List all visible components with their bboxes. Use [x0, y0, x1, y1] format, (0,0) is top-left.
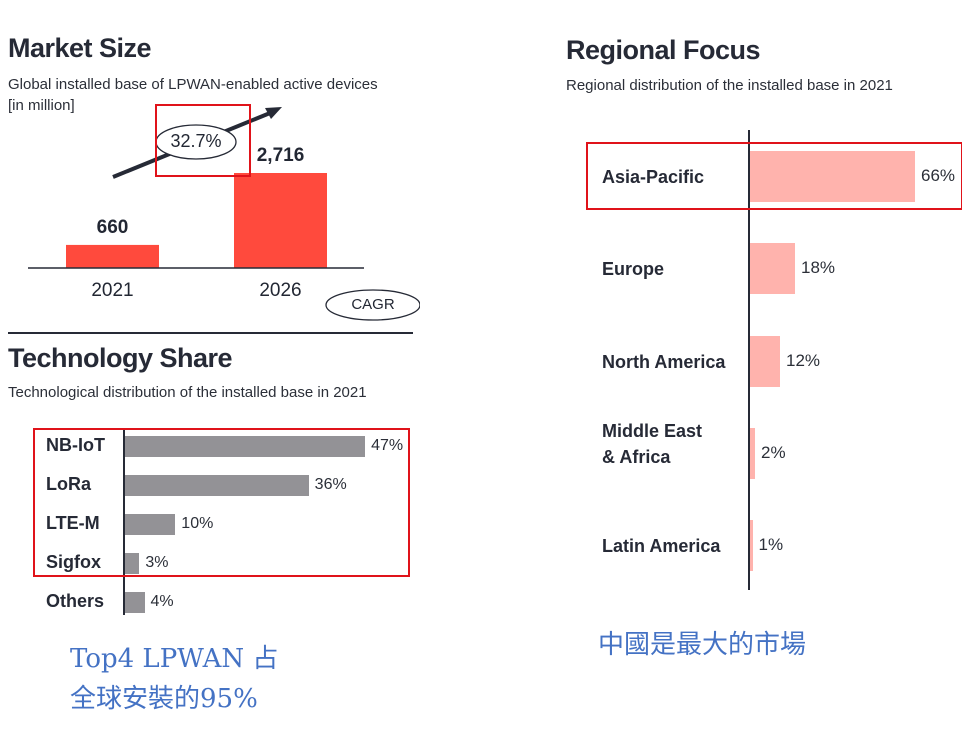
market-bar-2026	[234, 173, 327, 268]
tech-bar	[124, 436, 366, 457]
annotation-china: 中國是最大的市場	[598, 630, 807, 660]
cagr-label-ellipse	[325, 289, 420, 321]
market-value-label: 2,716	[256, 145, 305, 166]
region-axis	[748, 130, 750, 590]
region-value-label: 18%	[801, 258, 836, 278]
tech-label: Sigfox	[46, 552, 102, 572]
market-size-unit: [in million]	[8, 97, 75, 114]
region-label: Europe	[602, 259, 665, 280]
tech-label: NB-IoT	[46, 435, 105, 455]
region-value-label: 2%	[761, 442, 786, 462]
market-size-chart	[8, 107, 420, 334]
market-value-label: 660	[96, 216, 129, 238]
cagr-highlight-box	[155, 104, 251, 177]
annotation-top4: Top4 LPWAN 占	[70, 644, 279, 674]
tech-bar	[124, 514, 176, 535]
market-bar-2021	[66, 244, 159, 268]
region-bar	[750, 427, 755, 479]
region-value-label: 12%	[786, 350, 821, 370]
tech-bar	[124, 592, 145, 613]
region-label: Middle East & Africa	[602, 420, 703, 467]
tech-value-label: 4%	[150, 593, 174, 610]
market-year-label: 2021	[91, 280, 134, 301]
tech-label: Others	[46, 591, 105, 611]
regional-focus-subtitle: Regional distribution of the installed b…	[566, 77, 893, 94]
technology-share-title: Technology Share	[8, 343, 233, 373]
tech-value-label: 47%	[371, 437, 404, 454]
region-bar	[750, 335, 780, 387]
region-bar	[750, 151, 915, 202]
tech-label: LTE-M	[46, 513, 100, 533]
region-label: Latin America	[602, 536, 721, 557]
region-value-label: 1%	[758, 535, 784, 555]
technology-share-subtitle: Technological distribution of the instal…	[8, 384, 367, 401]
market-size-title: Market Size	[8, 33, 152, 63]
tech-label: LoRa	[46, 474, 91, 494]
region-value-label: 66%	[921, 166, 956, 185]
region-label: North America	[602, 351, 726, 372]
tech-value-label: 3%	[145, 554, 169, 571]
cagr-value: 32.7%	[170, 131, 222, 151]
annotation-95pct: 全球安裝的95%	[70, 684, 258, 714]
asia-highlight-box	[586, 142, 962, 210]
tech-value-label: 36%	[314, 476, 347, 493]
region-bar	[750, 520, 753, 572]
cagr-label: CAGR	[351, 296, 395, 313]
tech-bar	[124, 475, 309, 496]
tech-axis	[123, 428, 125, 615]
tech-bar	[124, 553, 140, 574]
arrow-head-icon	[265, 107, 282, 119]
tech-value-label: 10%	[181, 515, 214, 532]
top4-highlight-box	[33, 428, 410, 577]
region-label: Asia-Pacific	[602, 167, 705, 187]
region-bar	[750, 243, 795, 295]
regional-focus-title: Regional Focus	[566, 35, 761, 65]
market-size-subtitle: Global installed base of LPWAN-enabled a…	[8, 76, 378, 93]
market-year-label: 2026	[259, 280, 302, 301]
